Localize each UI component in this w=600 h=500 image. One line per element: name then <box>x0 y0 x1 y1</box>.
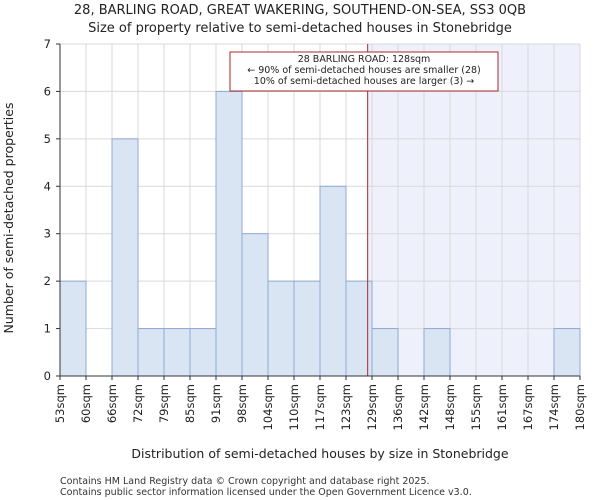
histogram-bar <box>267 280 295 377</box>
x-tick-label: 91sqm <box>209 384 223 423</box>
histogram-bar <box>319 185 347 377</box>
chart-title-line2: Size of property relative to semi-detach… <box>88 21 512 36</box>
x-axis-label: Distribution of semi-detached houses by … <box>131 446 508 461</box>
x-tick-label: 167sqm <box>521 384 535 430</box>
histogram-bar <box>371 328 399 377</box>
x-tick-label: 72sqm <box>131 384 145 423</box>
plot-area: 0 1 2 3 4 5 6 7 53sqm 60sqm 66sqm 72sqm 79sqm 85sqm 91… <box>44 37 587 430</box>
y-tick-label: 6 <box>44 84 51 98</box>
y-tick-label: 4 <box>44 179 51 193</box>
y-tick-label: 2 <box>44 274 51 288</box>
histogram-bar <box>553 328 581 377</box>
y-axis-label: Number of semi-detached properties <box>1 103 16 334</box>
histogram-bar <box>163 328 191 377</box>
x-tick-label: 117sqm <box>313 384 327 430</box>
x-tick-label: 79sqm <box>157 384 171 423</box>
annotation-line1: 28 BARLING ROAD: 128sqm <box>298 54 431 65</box>
x-tick-label: 174sqm <box>547 384 561 430</box>
histogram-bar <box>59 280 87 377</box>
highlight-region <box>367 44 580 376</box>
x-tick-label: 136sqm <box>391 384 405 430</box>
histogram-bar <box>241 233 269 377</box>
x-tick-label: 98sqm <box>235 384 249 423</box>
annotation-box: 28 BARLING ROAD: 128sqm ← 90% of semi-de… <box>229 51 499 92</box>
histogram-bar <box>215 90 243 377</box>
x-tick-label: 110sqm <box>287 384 301 430</box>
annotation-line2: ← 90% of semi-detached houses are smalle… <box>247 65 481 76</box>
histogram-bar <box>137 328 165 377</box>
y-tick-label: 0 <box>44 369 51 383</box>
histogram-bar <box>111 138 139 377</box>
y-tick-label: 5 <box>44 132 51 146</box>
x-tick-label: 104sqm <box>261 384 275 430</box>
y-tick-label: 7 <box>44 37 51 51</box>
footer-line2: Contains public sector information licen… <box>60 487 472 498</box>
x-tick-label: 180sqm <box>573 384 587 430</box>
chart-title-line1: 28, BARLING ROAD, GREAT WAKERING, SOUTHE… <box>74 3 526 18</box>
histogram-bar <box>189 328 217 377</box>
x-tick-label: 161sqm <box>495 384 509 430</box>
y-tick-label: 3 <box>44 227 51 241</box>
x-tick-label: 129sqm <box>365 384 379 430</box>
histogram-bar <box>293 280 321 377</box>
x-tick-label: 142sqm <box>417 384 431 430</box>
x-tick-label: 60sqm <box>79 384 93 423</box>
x-tick-label: 155sqm <box>469 384 483 430</box>
x-tick-label: 148sqm <box>443 384 457 430</box>
histogram-bar <box>423 328 451 377</box>
annotation-border <box>229 51 499 92</box>
y-tick-label: 1 <box>44 322 51 336</box>
x-tick-label: 123sqm <box>339 384 353 430</box>
annotation-line3: 10% of semi-detached houses are larger (… <box>254 76 474 87</box>
x-tick-label: 53sqm <box>53 384 67 423</box>
x-tick-label: 66sqm <box>105 384 119 423</box>
footer-line1: Contains HM Land Registry data © Crown c… <box>60 476 430 487</box>
x-tick-label: 85sqm <box>183 384 197 423</box>
